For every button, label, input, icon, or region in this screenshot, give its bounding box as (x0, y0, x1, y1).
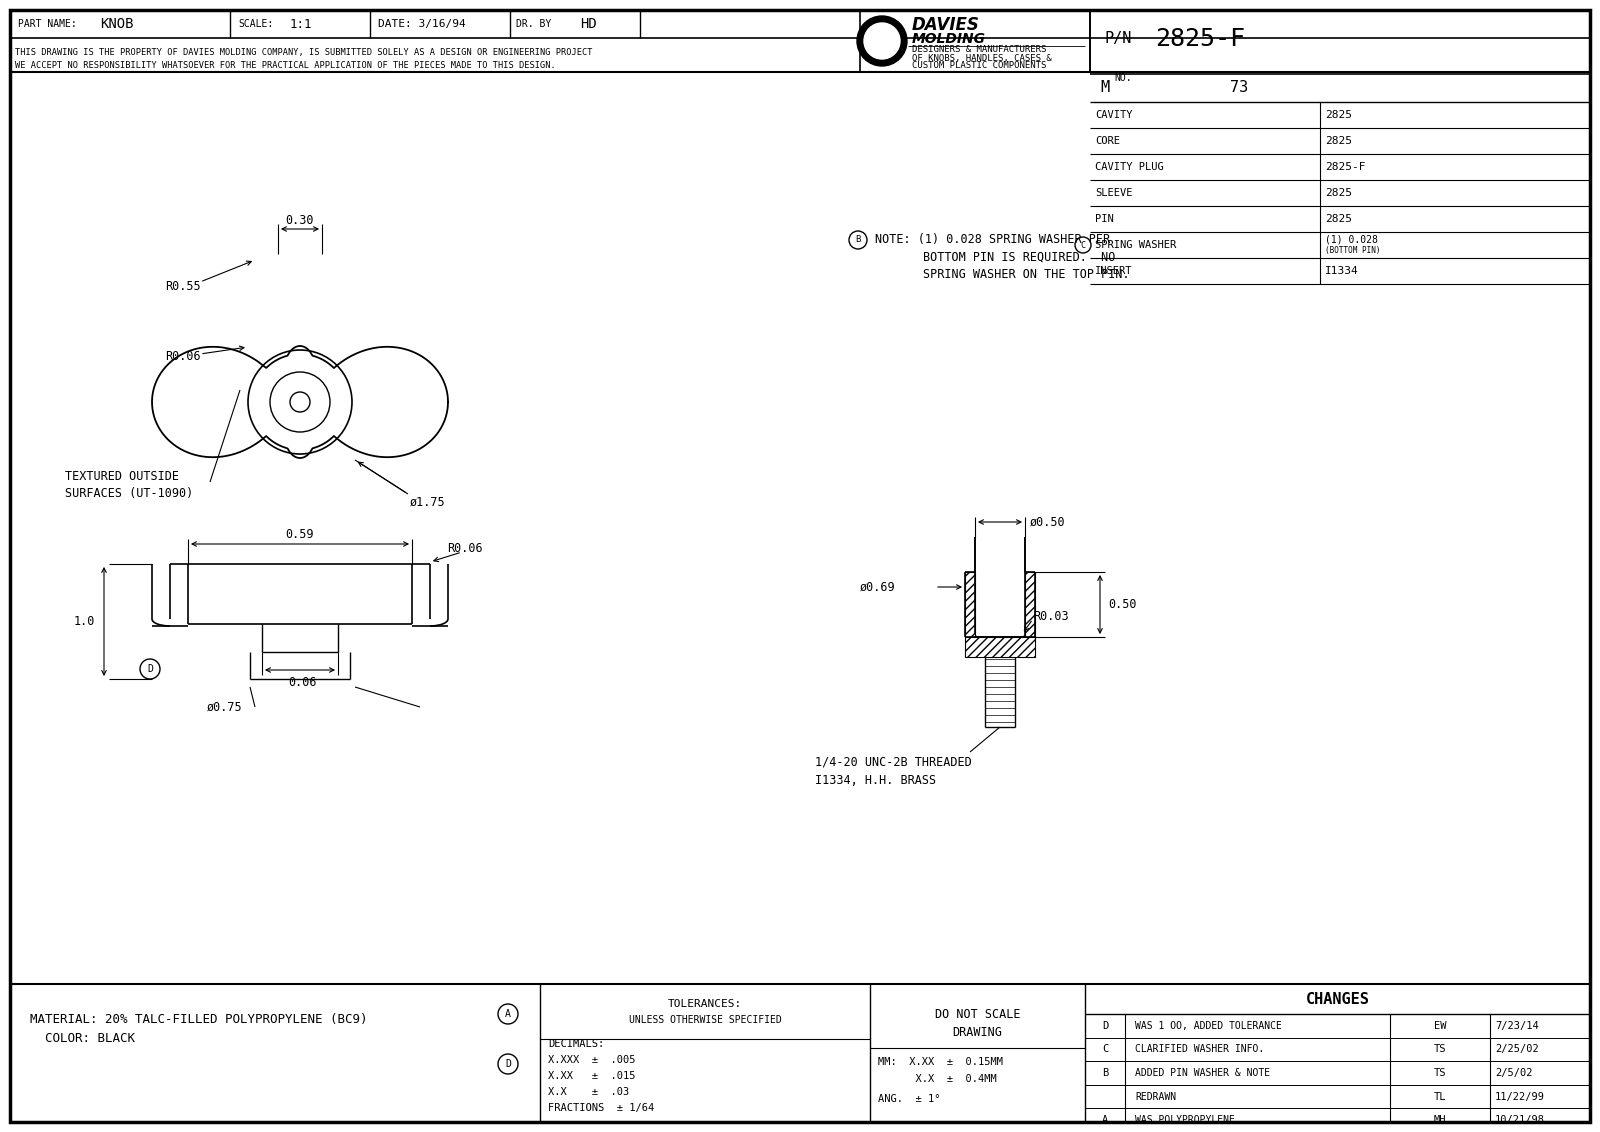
Text: P/N: P/N (1106, 32, 1133, 46)
Text: 2825: 2825 (1325, 136, 1352, 146)
Circle shape (858, 16, 907, 66)
Text: D: D (1102, 1021, 1109, 1031)
Text: DO NOT SCALE: DO NOT SCALE (934, 1007, 1021, 1021)
Text: R0.55: R0.55 (165, 281, 200, 293)
Text: 1/4-20 UNC-2B THREADED: 1/4-20 UNC-2B THREADED (814, 755, 971, 769)
Text: SLEEVE: SLEEVE (1094, 188, 1133, 198)
Text: ø0.69: ø0.69 (861, 581, 896, 593)
Text: 73: 73 (1230, 80, 1248, 95)
Text: 0.06: 0.06 (288, 676, 317, 688)
Text: C: C (1080, 240, 1085, 249)
Text: NOTE: (1) 0.028 SPRING WASHER PER: NOTE: (1) 0.028 SPRING WASHER PER (875, 233, 1110, 247)
Text: ø1.75: ø1.75 (410, 496, 446, 508)
Text: MATERIAL: 20% TALC-FILLED POLYPROPYLENE (BC9): MATERIAL: 20% TALC-FILLED POLYPROPYLENE … (30, 1012, 368, 1026)
Text: DECIMALS:: DECIMALS: (547, 1039, 605, 1049)
Text: OF KNOBS, HANDLES, CASES &: OF KNOBS, HANDLES, CASES & (912, 53, 1051, 62)
Text: CHANGES: CHANGES (1306, 992, 1370, 1006)
Text: COLOR: BLACK: COLOR: BLACK (30, 1032, 134, 1046)
Text: PART NAME:: PART NAME: (18, 19, 77, 29)
Text: DATE: 3/16/94: DATE: 3/16/94 (378, 19, 466, 29)
Text: WE ACCEPT NO RESPONSIBILITY WHATSOEVER FOR THE PRACTICAL APPLICATION OF THE PIEC: WE ACCEPT NO RESPONSIBILITY WHATSOEVER F… (14, 60, 555, 69)
Text: (1) 0.028: (1) 0.028 (1325, 235, 1378, 245)
Text: WAS 1 OO, ADDED TOLERANCE: WAS 1 OO, ADDED TOLERANCE (1134, 1021, 1282, 1031)
Text: D: D (506, 1060, 510, 1069)
Text: REDRAWN: REDRAWN (1134, 1091, 1176, 1101)
Text: SCALE:: SCALE: (238, 19, 274, 29)
Text: D: D (147, 664, 154, 674)
Bar (1090, 10, 1590, 72)
Text: CORE: CORE (1094, 136, 1120, 146)
Text: SPRING WASHER: SPRING WASHER (1094, 240, 1176, 250)
Text: I1334: I1334 (1325, 266, 1358, 276)
Bar (965, 572, 974, 637)
Text: R0.06: R0.06 (446, 542, 483, 556)
Text: DESIGNERS & MANUFACTURERS: DESIGNERS & MANUFACTURERS (912, 45, 1046, 54)
Text: TS: TS (1434, 1045, 1446, 1054)
Text: 2825-F: 2825-F (1155, 27, 1245, 51)
Text: CAVITY: CAVITY (1094, 110, 1133, 120)
Text: SPRING WASHER ON THE TOP PIN.: SPRING WASHER ON THE TOP PIN. (923, 267, 1130, 281)
Text: UNLESS OTHERWISE SPECIFIED: UNLESS OTHERWISE SPECIFIED (629, 1015, 781, 1024)
Text: 0.50: 0.50 (1107, 598, 1136, 611)
Text: MH: MH (1434, 1115, 1446, 1125)
Text: B: B (1102, 1067, 1109, 1078)
Text: 1:1: 1:1 (290, 17, 312, 31)
Text: SURFACES (UT-1090): SURFACES (UT-1090) (66, 487, 194, 499)
Text: 2825: 2825 (1325, 214, 1352, 224)
Text: CUSTOM PLASTIC COMPONENTS: CUSTOM PLASTIC COMPONENTS (912, 61, 1046, 70)
Text: C: C (1102, 1045, 1109, 1054)
Bar (965, 637, 1035, 657)
Text: ø0.50: ø0.50 (1030, 515, 1066, 529)
Text: 2825: 2825 (1325, 110, 1352, 120)
Text: TOLERANCES:: TOLERANCES: (667, 1000, 742, 1009)
Text: FRACTIONS  ± 1/64: FRACTIONS ± 1/64 (547, 1103, 654, 1113)
Text: 0.30: 0.30 (286, 214, 314, 226)
Text: 2/5/02: 2/5/02 (1494, 1067, 1533, 1078)
Text: DRAWING: DRAWING (952, 1026, 1003, 1038)
Circle shape (864, 23, 899, 59)
Text: NO.: NO. (1114, 72, 1131, 83)
Text: TL: TL (1434, 1091, 1446, 1101)
Text: DR. BY: DR. BY (515, 19, 552, 29)
Text: 10/21/98: 10/21/98 (1494, 1115, 1546, 1125)
Text: 2825-F: 2825-F (1325, 162, 1365, 172)
Text: THIS DRAWING IS THE PROPERTY OF DAVIES MOLDING COMPANY, IS SUBMITTED SOLELY AS A: THIS DRAWING IS THE PROPERTY OF DAVIES M… (14, 49, 592, 58)
Text: 2825: 2825 (1325, 188, 1352, 198)
Text: WAS POLYPROPYLENE: WAS POLYPROPYLENE (1134, 1115, 1235, 1125)
Text: 0.59: 0.59 (285, 528, 314, 540)
Text: CLARIFIED WASHER INFO.: CLARIFIED WASHER INFO. (1134, 1045, 1264, 1054)
Text: X.XXX  ±  .005: X.XXX ± .005 (547, 1055, 635, 1065)
Text: (BOTTOM PIN): (BOTTOM PIN) (1325, 247, 1381, 256)
Text: ADDED PIN WASHER & NOTE: ADDED PIN WASHER & NOTE (1134, 1067, 1270, 1078)
Text: X.XX   ±  .015: X.XX ± .015 (547, 1071, 635, 1081)
Text: X.X    ±  .03: X.X ± .03 (547, 1087, 629, 1097)
Text: R0.03: R0.03 (1034, 610, 1069, 624)
Text: ø0.75: ø0.75 (206, 701, 243, 713)
Text: R0.06: R0.06 (165, 351, 200, 363)
Text: EW: EW (1434, 1021, 1446, 1031)
Text: I1334, H.H. BRASS: I1334, H.H. BRASS (814, 773, 936, 787)
Text: TS: TS (1434, 1067, 1446, 1078)
Bar (1026, 572, 1035, 637)
Text: X.X  ±  0.4MM: X.X ± 0.4MM (878, 1074, 997, 1084)
Text: 2/25/02: 2/25/02 (1494, 1045, 1539, 1054)
Text: KNOB: KNOB (99, 17, 133, 31)
Text: DAVIES: DAVIES (912, 16, 979, 34)
Text: A: A (1102, 1115, 1109, 1125)
Text: PIN: PIN (1094, 214, 1114, 224)
Text: A: A (506, 1009, 510, 1019)
Text: 1.0: 1.0 (74, 615, 94, 628)
Text: BOTTOM PIN IS REQUIRED.  NO: BOTTOM PIN IS REQUIRED. NO (923, 250, 1115, 264)
Text: 7/23/14: 7/23/14 (1494, 1021, 1539, 1031)
Text: M: M (1101, 80, 1109, 95)
Text: MM:  X.XX  ±  0.15MM: MM: X.XX ± 0.15MM (878, 1057, 1003, 1067)
Text: 11/22/99: 11/22/99 (1494, 1091, 1546, 1101)
Text: TEXTURED OUTSIDE: TEXTURED OUTSIDE (66, 471, 179, 483)
Text: ANG.  ± 1°: ANG. ± 1° (878, 1094, 941, 1104)
Text: CAVITY PLUG: CAVITY PLUG (1094, 162, 1163, 172)
Text: B: B (856, 235, 861, 245)
Text: MOLDING: MOLDING (912, 32, 986, 46)
Text: INSERT: INSERT (1094, 266, 1133, 276)
Text: HD: HD (579, 17, 597, 31)
